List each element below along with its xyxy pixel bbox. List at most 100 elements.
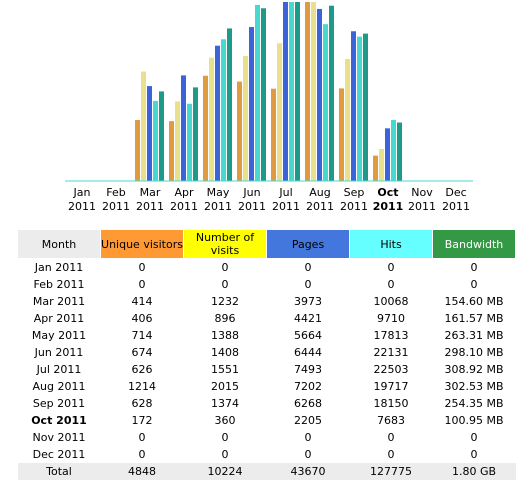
cell: 4421	[294, 312, 322, 325]
row: Nov 2011 0 0 0 0 0	[18, 429, 516, 446]
total-cell: 1.80 GB	[432, 463, 516, 480]
total-cell: Total	[17, 463, 101, 480]
cell: 18150	[373, 397, 409, 410]
total-cell: 10224	[183, 463, 267, 480]
cell: Jul 2011	[36, 363, 82, 376]
row: May 2011 714 1388 5664 17813 263.31 MB	[18, 327, 516, 344]
bar	[295, 2, 300, 181]
bar	[141, 71, 146, 181]
month-label: 2011	[272, 200, 300, 213]
cell: 0	[138, 261, 146, 274]
row: Oct 2011 172 360 2205 7683 100.95 MB	[18, 412, 516, 429]
column-header: Hits	[349, 229, 433, 259]
bar	[209, 57, 214, 181]
cell: 896	[214, 312, 236, 325]
bar	[373, 155, 378, 181]
cell: 0	[138, 278, 146, 291]
bar	[339, 88, 344, 181]
cell: 0	[387, 261, 395, 274]
cell: 22131	[373, 346, 409, 359]
cell: 0	[470, 431, 478, 444]
cell: 360	[214, 414, 236, 427]
bar	[147, 86, 152, 181]
cell: 7683	[377, 414, 405, 427]
bar	[391, 119, 396, 181]
column-header: Unique visitors	[100, 229, 184, 259]
cell: 154.60 MB	[444, 295, 504, 308]
month-label: Apr	[174, 186, 194, 199]
bar	[203, 75, 208, 181]
cell: 3973	[294, 295, 322, 308]
total-cell: 43670	[266, 463, 350, 480]
cell: May 2011	[31, 329, 87, 342]
column-header: Month	[17, 229, 101, 259]
bar	[289, 2, 294, 181]
cell: 10068	[373, 295, 409, 308]
month-label: Jul	[278, 186, 292, 199]
chart: Jan2011Feb2011Mar2011Apr2011May2011Jun20…	[65, 2, 473, 213]
row: Apr 2011 406 896 4421 9710 161.57 MB	[18, 310, 516, 327]
cell: Jun 2011	[34, 346, 84, 359]
cell: 6268	[294, 397, 322, 410]
cell: 1374	[211, 397, 239, 410]
total-cell: 4848	[100, 463, 184, 480]
total-cell: 127775	[349, 463, 433, 480]
cell: 714	[131, 329, 153, 342]
cell: 1551	[211, 363, 239, 376]
cell: 172	[131, 414, 153, 427]
cell: 298.10 MB	[444, 346, 504, 359]
bar	[255, 4, 260, 181]
cell: 0	[221, 448, 229, 461]
month-label: 2011	[340, 200, 368, 213]
row: Aug 2011 1214 2015 7202 19717 302.53 MB	[18, 378, 516, 395]
cell: 0	[304, 278, 312, 291]
bar	[317, 8, 322, 181]
bar	[181, 75, 186, 181]
row: Jan 2011 0 0 0 0 0	[18, 259, 516, 277]
bar	[357, 36, 362, 181]
cell: Dec 2011	[32, 448, 86, 461]
cell: 1214	[128, 380, 156, 393]
cell: 9710	[377, 312, 405, 325]
row: Dec 2011 0 0 0 0 0	[18, 446, 516, 463]
cell: 1408	[211, 346, 239, 359]
cell: 0	[138, 431, 146, 444]
cell: Feb 2011	[33, 278, 85, 291]
bar	[351, 31, 356, 182]
cell: 674	[131, 346, 153, 359]
bar	[283, 2, 288, 181]
column-header: Number of visits	[183, 229, 267, 259]
cell: Jan 2011	[34, 261, 84, 274]
header-row: Month Unique visitors Number of visits Page…	[17, 229, 516, 259]
stats-table: Month Unique visitors Number of visits Page…	[17, 229, 516, 480]
bar	[243, 55, 248, 181]
month-label: 2011	[170, 200, 198, 213]
month-label: Dec	[445, 186, 466, 199]
cell: 0	[304, 448, 312, 461]
cell: 1232	[211, 295, 239, 308]
cell: 0	[387, 278, 395, 291]
month-label: Jan	[73, 186, 91, 199]
month-label: 2011	[238, 200, 266, 213]
cell: 7493	[294, 363, 322, 376]
bar	[345, 58, 350, 182]
cell: Nov 2011	[32, 431, 86, 444]
cell: 0	[304, 261, 312, 274]
bar	[261, 8, 266, 182]
cell: 0	[138, 448, 146, 461]
cell: 0	[304, 431, 312, 444]
bar	[227, 28, 232, 182]
row: Jun 2011 674 1408 6444 22131 298.10 MB	[18, 344, 516, 361]
cell: 22503	[373, 363, 409, 376]
month-label: Aug	[309, 186, 330, 199]
bar	[271, 88, 276, 181]
month-label: 2011	[373, 200, 404, 213]
cell: 2205	[294, 414, 322, 427]
bar	[311, 2, 316, 181]
month-label: 2011	[442, 200, 470, 213]
cell: 0	[470, 448, 478, 461]
bar	[385, 128, 390, 181]
cell: 308.92 MB	[444, 363, 504, 376]
bar	[193, 87, 198, 181]
cell: 7202	[294, 380, 322, 393]
